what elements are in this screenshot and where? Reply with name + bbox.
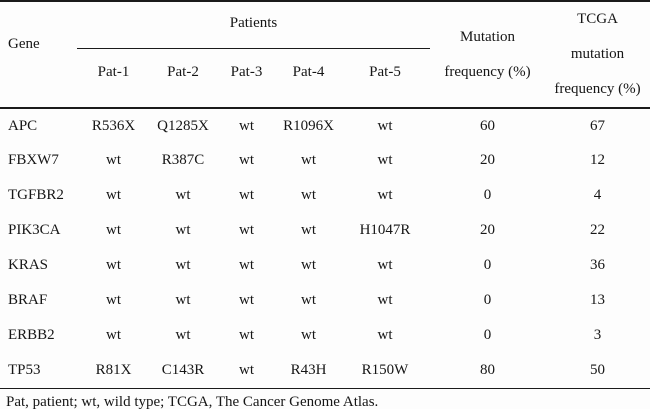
- mutation-frequency-cell: 20: [480, 152, 495, 168]
- column-header-pat-1: Pat-1: [77, 48, 150, 110]
- mutation-cell: wt: [301, 222, 316, 238]
- header-line: frequency (%): [444, 63, 531, 80]
- mutation-cell: R43H: [277, 353, 340, 389]
- mutation-cell: wt: [239, 152, 254, 168]
- column-header-pat-4: Pat-4: [277, 48, 340, 110]
- mutation-frequency-cell: 0: [483, 187, 492, 203]
- mutation-cell: wt: [301, 152, 316, 168]
- tcga-frequency-cell: 67: [590, 117, 605, 134]
- table-row: TGFBR2 wt wt wt wt wt 0 4: [0, 178, 650, 213]
- mutation-cell: wt: [377, 292, 393, 308]
- mutation-cell: wt: [301, 257, 316, 273]
- mutation-cell: wt: [377, 117, 393, 134]
- mutation-cell: wt: [175, 327, 191, 343]
- table-header: Gene Patients Mutation frequency (%) TCG…: [0, 0, 650, 110]
- tcga-frequency-cell: 22: [590, 222, 605, 238]
- table-row: TP53 R81X C143R wt R43H R150W 80 50: [0, 353, 650, 389]
- header-line: TCGA: [577, 11, 618, 27]
- mutation-cell: wt: [216, 353, 277, 389]
- column-header-mutation-frequency: Mutation frequency (%): [430, 0, 545, 109]
- mutation-frequency-cell: 0: [483, 327, 492, 343]
- mutation-cell: wt: [239, 117, 254, 134]
- table-row: ERBB2 wt wt wt wt wt 0 3: [0, 318, 650, 353]
- mutation-cell: wt: [377, 327, 393, 343]
- tcga-frequency-cell: 3: [593, 327, 602, 343]
- mutation-cell: Q1285X: [157, 117, 209, 134]
- gene-cell: KRAS: [8, 257, 49, 273]
- mutation-cell: wt: [239, 257, 254, 273]
- gene-mutation-table: Gene Patients Mutation frequency (%) TCG…: [0, 0, 650, 389]
- column-header-gene: Gene: [0, 0, 77, 109]
- mutation-cell: wt: [239, 187, 254, 203]
- gene-cell: PIK3CA: [8, 222, 61, 238]
- mutation-frequency-cell: 80: [430, 353, 545, 389]
- tcga-frequency-cell: 4: [593, 187, 602, 203]
- gene-cell: TP53: [0, 353, 77, 389]
- mutation-cell: H1047R: [359, 222, 411, 238]
- table-row: BRAF wt wt wt wt wt 0 13: [0, 283, 650, 318]
- mutation-cell: wt: [377, 187, 393, 203]
- mutation-cell: wt: [106, 152, 121, 168]
- mutation-cell: wt: [106, 292, 121, 308]
- mutation-cell: wt: [106, 257, 121, 273]
- tcga-frequency-cell: 36: [590, 257, 605, 273]
- gene-cell: FBXW7: [8, 152, 59, 168]
- mutation-cell: R150W: [340, 353, 430, 389]
- mutation-cell: C143R: [150, 353, 216, 389]
- tcga-frequency-cell: 13: [590, 292, 605, 308]
- mutation-cell: wt: [106, 222, 121, 238]
- mutation-cell: wt: [175, 222, 191, 238]
- table-row: APC R536X Q1285X wt R1096X wt 60 67: [0, 108, 650, 143]
- column-group-header-patients: Patients: [77, 0, 430, 50]
- tcga-frequency-cell: 50: [545, 353, 650, 389]
- mutation-cell: R536X: [91, 117, 136, 134]
- mutation-cell: R1096X: [283, 117, 334, 134]
- column-header-pat-5: Pat-5: [340, 48, 430, 110]
- table-row: KRAS wt wt wt wt wt 0 36: [0, 248, 650, 283]
- mutation-frequency-cell: 60: [480, 117, 495, 134]
- gene-cell: BRAF: [8, 292, 48, 308]
- mutation-cell: wt: [239, 222, 254, 238]
- tcga-frequency-cell: 12: [590, 152, 605, 168]
- column-header-tcga-mutation-frequency: TCGA mutation frequency (%): [545, 0, 650, 109]
- table-row: PIK3CA wt wt wt wt H1047R 20 22: [0, 213, 650, 248]
- table-footnote: Pat, patient; wt, wild type; TCGA, The C…: [6, 393, 379, 409]
- header-line: mutation: [570, 46, 625, 62]
- gene-cell: APC: [8, 117, 38, 134]
- column-header-pat-2: Pat-2: [150, 48, 216, 110]
- mutation-cell: wt: [175, 292, 191, 308]
- mutation-cell: wt: [239, 327, 254, 343]
- table-body: APC R536X Q1285X wt R1096X wt 60 67 FBXW…: [0, 108, 650, 389]
- mutation-cell: wt: [106, 327, 121, 343]
- header-line: Mutation: [460, 28, 515, 45]
- mutation-cell: R387C: [161, 152, 205, 168]
- gene-cell: ERBB2: [8, 327, 55, 343]
- table-row: FBXW7 wt R387C wt wt wt 20 12: [0, 143, 650, 178]
- mutation-frequency-cell: 0: [483, 292, 492, 308]
- mutation-cell: wt: [377, 257, 393, 273]
- mutation-frequency-cell: 20: [480, 222, 495, 238]
- mutation-cell: wt: [106, 187, 121, 203]
- mutation-cell: wt: [301, 187, 316, 203]
- mutation-cell: R81X: [77, 353, 150, 389]
- header-line: frequency (%): [554, 81, 641, 97]
- column-header-pat-3: Pat-3: [216, 48, 277, 110]
- mutation-cell: wt: [239, 292, 254, 308]
- mutation-cell: wt: [175, 257, 191, 273]
- mutation-frequency-cell: 0: [483, 257, 492, 273]
- gene-cell: TGFBR2: [8, 187, 64, 203]
- mutation-cell: wt: [175, 187, 191, 203]
- mutation-cell: wt: [301, 327, 316, 343]
- mutation-cell: wt: [301, 292, 316, 308]
- mutation-cell: wt: [377, 152, 393, 168]
